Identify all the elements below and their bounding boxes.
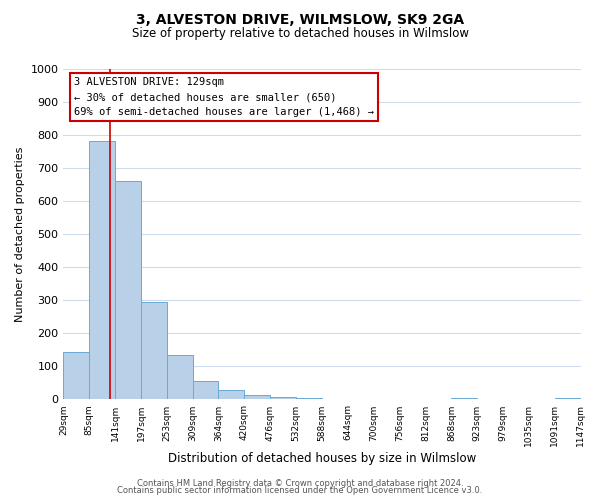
Bar [244,394,270,400]
Text: 3 ALVESTON DRIVE: 129sqm
← 30% of detached houses are smaller (650)
69% of semi-: 3 ALVESTON DRIVE: 129sqm ← 30% of detach… [74,78,374,117]
Bar [270,397,296,400]
Bar [89,140,115,400]
Text: Contains HM Land Registry data © Crown copyright and database right 2024.: Contains HM Land Registry data © Crown c… [137,478,463,488]
Bar [193,380,218,400]
Bar [167,355,193,400]
Text: 3, ALVESTON DRIVE, WILMSLOW, SK9 2GA: 3, ALVESTON DRIVE, WILMSLOW, SK9 2GA [136,12,464,26]
Text: Size of property relative to detached houses in Wilmslow: Size of property relative to detached ho… [131,28,469,40]
Bar [296,398,322,400]
Text: Contains public sector information licensed under the Open Government Licence v3: Contains public sector information licen… [118,486,482,495]
Y-axis label: Number of detached properties: Number of detached properties [15,146,25,322]
Bar [322,399,348,400]
Bar [554,398,581,400]
Bar [115,182,141,400]
Bar [64,352,89,400]
Bar [218,390,244,400]
Bar [451,398,477,400]
X-axis label: Distribution of detached houses by size in Wilmslow: Distribution of detached houses by size … [168,452,476,465]
Bar [141,302,167,400]
